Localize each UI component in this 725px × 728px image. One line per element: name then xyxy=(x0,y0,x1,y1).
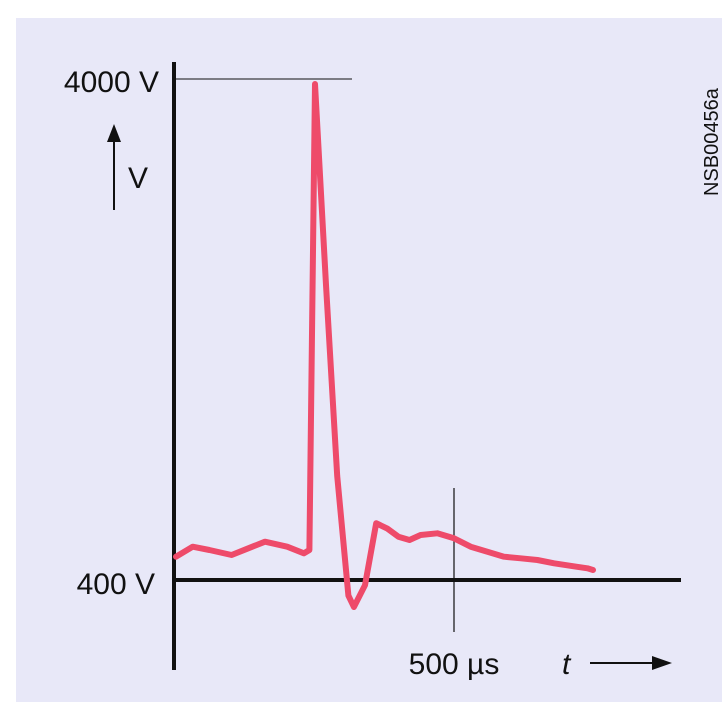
y-axis-symbol: V xyxy=(128,162,148,195)
y-tick-label-400: 400 V xyxy=(77,568,155,601)
x-arrow-head xyxy=(652,656,672,670)
chart-panel xyxy=(16,18,722,702)
y-arrow-head xyxy=(107,124,121,142)
x-tick-label-500us: 500 µs xyxy=(409,648,500,681)
voltage-series-line xyxy=(173,81,596,610)
x-axis-symbol: t xyxy=(562,648,572,681)
y-tick-label-4000: 4000 V xyxy=(64,66,159,99)
figure-code-label: NSB00456a xyxy=(701,87,723,196)
